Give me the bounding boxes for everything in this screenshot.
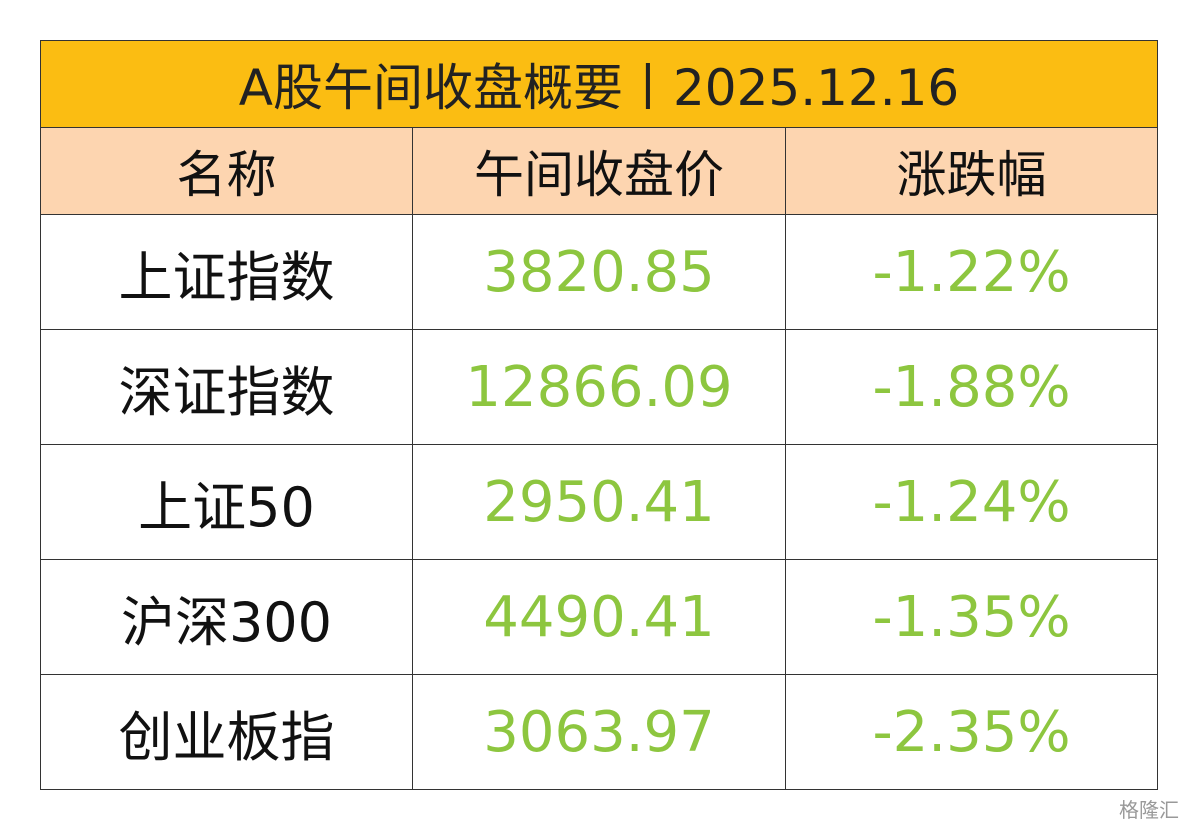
cell-value: -2.35% (784, 674, 1159, 790)
cell-value: 12866.09 (412, 329, 786, 445)
watermark: 格隆汇 (1119, 798, 1179, 822)
table-row: 深证指数 12866.09 -1.88% (40, 329, 1159, 445)
cell-value: -1.22% (784, 214, 1159, 330)
cell-value: 3820.85 (412, 214, 786, 330)
column-header: 名称 (40, 127, 413, 215)
cell-value: -1.35% (784, 559, 1159, 675)
column-header: 午间收盘价 (412, 127, 786, 215)
cell-value: 2950.41 (412, 444, 786, 560)
table-row: 创业板指 3063.97 -2.35% (40, 674, 1159, 790)
cell-value: -1.24% (784, 444, 1159, 560)
header-row: 名称 午间收盘价 涨跌幅 (40, 127, 1159, 215)
table-row: 沪深300 4490.41 -1.35% (40, 559, 1159, 675)
table-row: 上证指数 3820.85 -1.22% (40, 214, 1159, 330)
index-name: 沪深300 (40, 559, 413, 675)
index-name: 上证指数 (40, 214, 413, 330)
cell-value: 3063.97 (412, 674, 786, 790)
summary-table: A股午间收盘概要丨2025.12.16 名称 午间收盘价 涨跌幅 上证指数 3820.… (39, 40, 1159, 790)
table-body: 上证指数 3820.85 -1.22% 深证指数 12866.09 -1.88% 上证50 2… (40, 214, 1159, 790)
table-title: A股午间收盘概要丨2025.12.16 (39, 40, 1159, 128)
cell-value: 4490.41 (412, 559, 786, 675)
cell-value: -1.88% (784, 329, 1159, 445)
index-name: 创业板指 (40, 674, 413, 790)
column-header: 涨跌幅 (784, 127, 1159, 215)
index-name: 上证50 (40, 444, 413, 560)
table-row: 上证50 2950.41 -1.24% (40, 444, 1159, 560)
index-name: 深证指数 (40, 329, 413, 445)
